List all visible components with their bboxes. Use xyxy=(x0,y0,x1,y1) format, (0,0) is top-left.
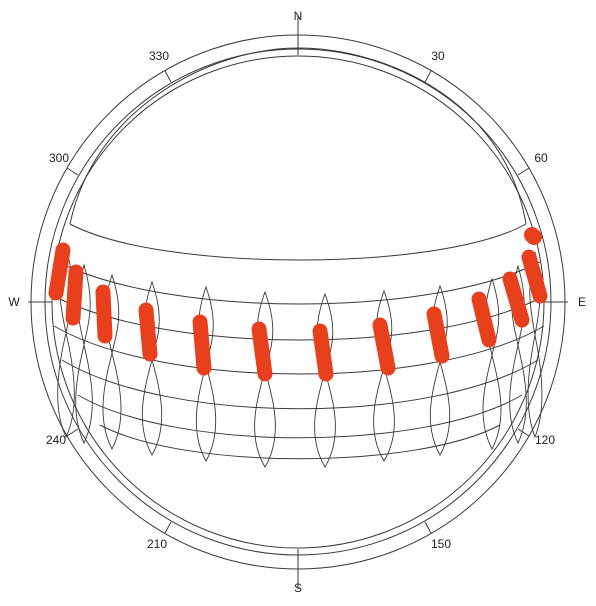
label-300: 300 xyxy=(49,151,69,165)
horizon-ring xyxy=(51,55,545,549)
sun-marker xyxy=(524,227,542,245)
analemma-loop xyxy=(75,263,93,445)
tick-120 xyxy=(517,428,530,437)
analemma-loop xyxy=(527,251,543,439)
label-60: 60 xyxy=(534,151,548,165)
band-6 xyxy=(77,394,523,439)
declination-bands xyxy=(51,223,547,460)
sun-marker xyxy=(251,321,273,382)
sun-marker xyxy=(502,271,530,328)
tick-150 xyxy=(424,521,432,534)
tick-210 xyxy=(164,521,172,534)
sun-marker xyxy=(426,306,450,364)
tick-330 xyxy=(164,70,172,83)
sun-marker xyxy=(471,291,497,348)
sun-marker xyxy=(312,323,334,382)
tick-60 xyxy=(517,167,530,176)
label-210: 210 xyxy=(147,537,167,551)
analemma-loop xyxy=(509,264,527,445)
tick-300 xyxy=(66,167,79,176)
band-7 xyxy=(99,424,501,460)
sun-marker xyxy=(138,302,158,362)
label-120: 120 xyxy=(535,433,555,447)
label-west: W xyxy=(8,295,20,309)
dome-arc xyxy=(69,47,527,225)
label-south: S xyxy=(294,581,302,595)
sun-marker xyxy=(48,242,71,301)
tick-30 xyxy=(424,70,432,83)
label-240: 240 xyxy=(46,433,66,447)
sun-position-markers xyxy=(48,227,548,382)
sun-marker xyxy=(95,284,113,344)
sun-marker xyxy=(372,317,396,376)
label-30: 30 xyxy=(431,49,445,63)
compass-ticks xyxy=(28,15,568,589)
band-1 xyxy=(69,223,527,261)
label-east: E xyxy=(578,295,586,309)
analemma-loops xyxy=(57,246,543,468)
sun-marker xyxy=(65,264,84,326)
label-150: 150 xyxy=(431,537,451,551)
label-330: 330 xyxy=(149,49,169,63)
analemma-loop xyxy=(373,289,395,462)
band-4 xyxy=(53,325,545,375)
band-3 xyxy=(51,294,547,341)
band-2 xyxy=(57,261,541,305)
band-5 xyxy=(61,359,539,410)
compass-labels: N E S W 30 60 120 150 210 240 300 330 xyxy=(8,9,586,595)
tick-240 xyxy=(66,428,79,437)
sun-marker xyxy=(192,314,212,376)
label-north: N xyxy=(294,9,303,23)
sun-marker xyxy=(521,249,548,304)
